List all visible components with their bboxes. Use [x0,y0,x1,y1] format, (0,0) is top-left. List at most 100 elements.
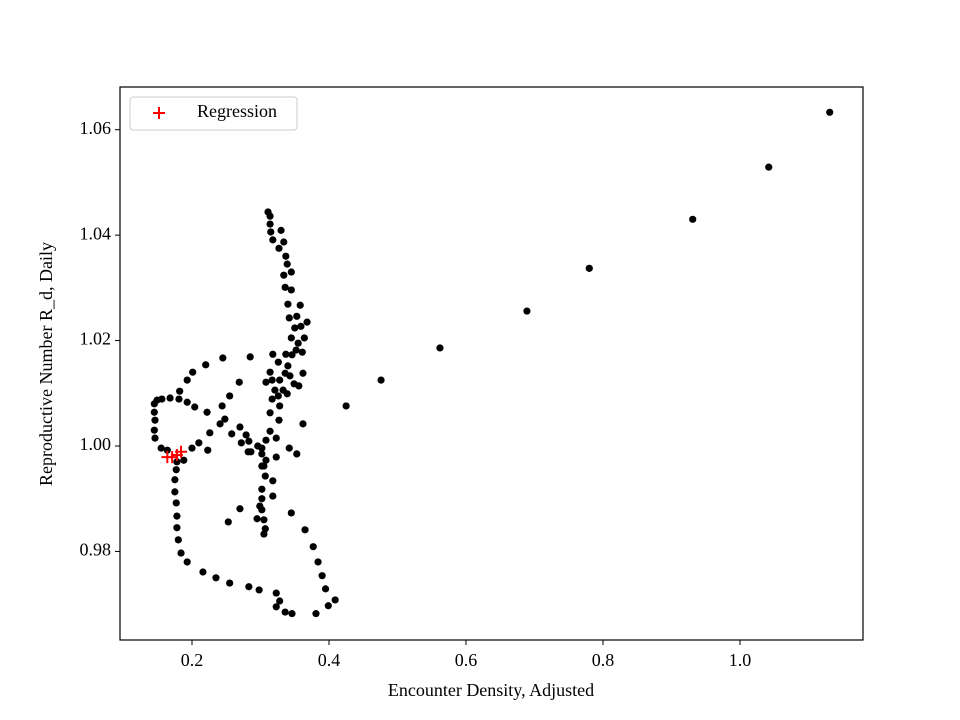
point [826,108,834,116]
point [171,488,179,496]
x-tick-label: 1.0 [729,650,752,670]
point [276,597,284,605]
point [254,442,262,450]
point [321,585,330,593]
point [163,446,171,454]
legend-box [129,96,298,131]
plot-frame [119,86,864,641]
point [299,420,307,428]
point [274,358,282,366]
point [765,163,773,171]
point [212,574,220,582]
point [157,444,165,452]
x-tick-label: 0.6 [455,650,478,670]
point [258,506,266,514]
point [150,426,158,434]
point [300,334,308,342]
point [226,579,234,587]
point [266,220,274,228]
point [171,476,179,484]
y-tick-label: 1.00 [80,434,112,454]
point [287,268,295,276]
point [276,376,284,384]
point [158,395,166,403]
point [183,398,191,406]
point [287,509,295,517]
y-axis-label: Reproductive Number R_d, Daily [36,242,56,486]
point [269,236,277,244]
point [285,444,293,452]
point [199,568,207,576]
point [293,450,301,458]
point [242,431,250,439]
point [331,596,339,604]
point [290,380,298,388]
point [275,416,283,424]
point [266,427,274,435]
point [301,526,309,534]
point [253,515,261,523]
point [312,610,320,618]
point [272,434,280,442]
point [195,439,203,447]
point [261,472,269,480]
y-tick-label: 1.06 [80,118,112,138]
point [246,353,254,361]
point [173,458,181,466]
point [258,495,266,503]
point [293,312,301,320]
point [166,394,174,402]
point [281,608,289,616]
point [172,499,180,507]
point [183,558,191,566]
point [260,516,268,524]
point [689,215,697,223]
point [176,387,184,395]
point [203,408,211,416]
point [283,390,291,398]
point [245,583,253,591]
point [314,558,322,566]
point [342,402,350,410]
point [288,351,296,359]
point [268,395,276,403]
point [260,530,268,538]
point [436,344,444,352]
point [296,301,304,309]
point [282,252,290,260]
point [189,368,197,376]
y-tick-label: 1.02 [80,329,112,349]
x-tick-label: 0.4 [318,650,341,670]
point [262,436,270,444]
point [287,334,295,342]
point [202,361,210,369]
point [298,348,306,356]
x-tick-label: 0.2 [181,650,204,670]
point [172,466,180,474]
point [267,228,275,236]
point [299,369,307,377]
point [188,444,196,452]
point [258,485,266,493]
point [274,392,282,400]
point [247,448,255,456]
point [272,589,280,597]
point [150,408,158,416]
point [266,212,274,220]
point [237,439,245,447]
point [276,402,284,410]
point [221,415,229,423]
point [228,430,236,438]
point [282,350,290,358]
point [269,350,277,358]
point [377,376,385,384]
point [206,429,214,437]
point [151,416,159,424]
point [281,283,289,291]
point [277,226,285,234]
point [224,518,232,526]
point [226,392,234,400]
point [245,437,253,445]
point [175,395,183,403]
